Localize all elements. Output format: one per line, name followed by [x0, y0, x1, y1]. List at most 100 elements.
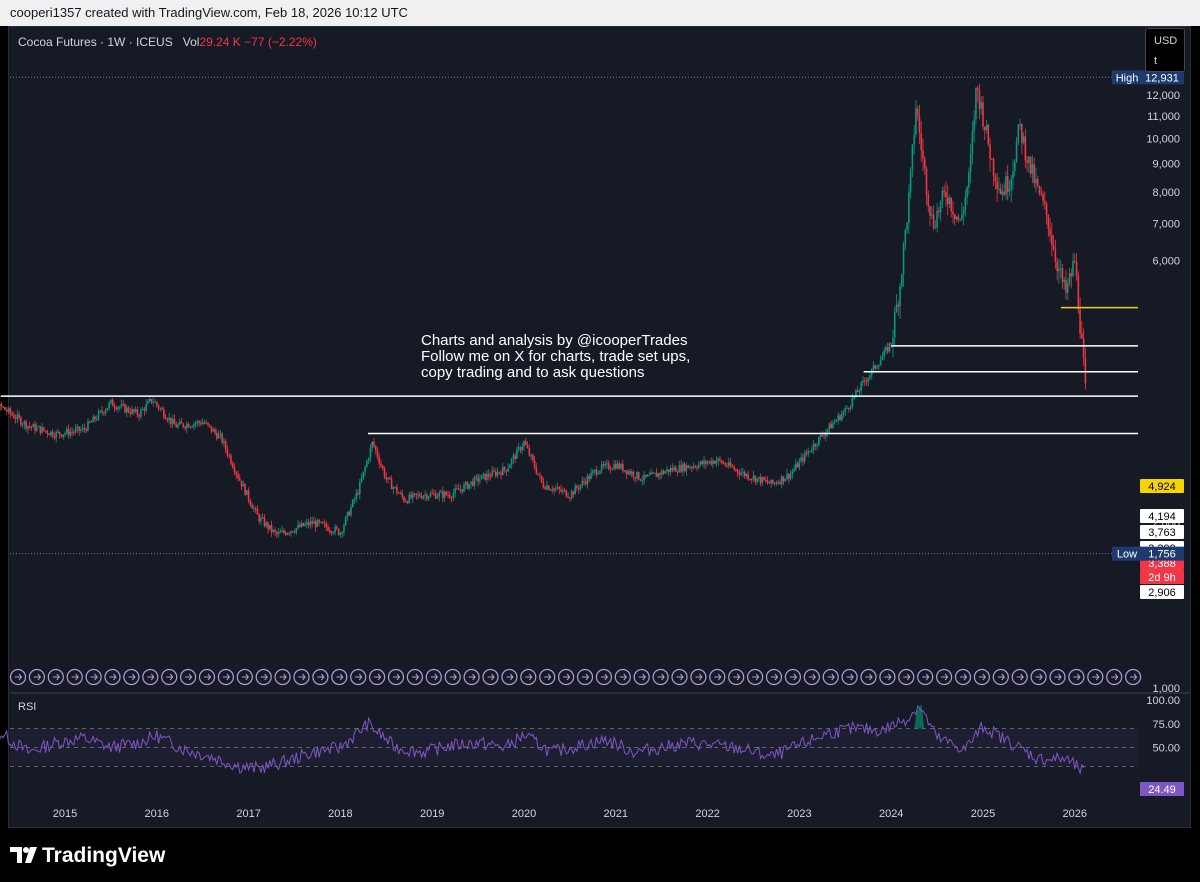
candle-body [62, 434, 65, 437]
candle-body [152, 402, 155, 404]
candle-body [1006, 176, 1009, 192]
candle-body [283, 530, 285, 533]
candle-body [323, 523, 326, 525]
rsi-tick-label: 50.00 [1152, 743, 1180, 755]
symbol-title[interactable]: Cocoa Futures · 1W · ICEUS [18, 35, 173, 49]
candle-body [484, 473, 486, 480]
event-arrow-icon [1130, 673, 1138, 681]
candle-body [627, 470, 629, 475]
candle-body [708, 460, 711, 463]
candle-body [272, 529, 275, 532]
event-marker-icon [690, 668, 707, 686]
candle-body [659, 473, 661, 476]
x-tick-label: 2015 [53, 808, 77, 820]
candle-body [554, 488, 557, 490]
candle-body [846, 407, 848, 409]
candle-body [76, 426, 79, 429]
candle-body [819, 435, 822, 437]
candle-body [883, 350, 885, 357]
candle-body [498, 471, 501, 473]
candle-body [1045, 203, 1048, 215]
candle-body [443, 491, 446, 498]
candle-body [330, 531, 333, 533]
candle-body [37, 426, 40, 428]
candle-body [440, 491, 442, 493]
event-marker-icon [1124, 668, 1142, 686]
event-marker-icon [236, 668, 253, 686]
candle-body [980, 102, 983, 109]
x-tick-label: 2019 [420, 808, 444, 820]
candle-body [509, 464, 511, 468]
candle-body [270, 524, 273, 532]
candle-body [28, 426, 31, 428]
candle-body [544, 487, 546, 490]
candle-body [277, 531, 280, 535]
candle-body [936, 210, 938, 228]
candle-body [143, 408, 146, 411]
candle-body [357, 492, 359, 495]
candle-body [514, 455, 516, 459]
candle-body [973, 119, 975, 132]
candle-body [154, 401, 156, 403]
candle-body [657, 473, 659, 477]
candle-body [1042, 194, 1044, 201]
candle-body [976, 87, 979, 90]
candle-body [597, 473, 599, 475]
candle-body [1010, 178, 1013, 190]
event-marker-icon [935, 668, 953, 686]
candle-body [238, 478, 241, 481]
event-marker-icon [652, 668, 669, 686]
candle-body [27, 426, 29, 429]
candle-body [244, 484, 246, 495]
x-tick-label: 2023 [787, 808, 811, 820]
candle-body [860, 382, 862, 391]
candle-body [426, 494, 428, 499]
currency-unit-selector[interactable]: USD t [1145, 28, 1185, 72]
candle-body [802, 457, 804, 462]
candle-body [862, 380, 864, 383]
event-marker-icon [255, 668, 272, 686]
event-arrow-icon [109, 673, 117, 681]
candle-body [812, 443, 815, 451]
candle-body [65, 428, 68, 434]
candle-body [602, 464, 605, 466]
candle-body [43, 427, 45, 431]
candle-body [879, 360, 882, 366]
candle-body [742, 471, 744, 473]
event-marker-icon [47, 668, 64, 686]
candle-body [64, 433, 66, 435]
candle-body [46, 431, 49, 434]
candle-body [629, 470, 631, 475]
candle-body [433, 493, 435, 495]
candle-body [747, 474, 750, 480]
candle-body [240, 480, 243, 487]
candle-body [0, 403, 3, 407]
candle-body [297, 524, 299, 528]
candle-body [653, 472, 656, 474]
candle-body [1024, 136, 1027, 161]
event-marker-icon [614, 668, 631, 686]
price-candles [0, 83, 1087, 539]
event-marker-icon [406, 668, 423, 686]
candle-body [472, 481, 474, 486]
candle-body [535, 467, 538, 474]
event-marker-icon [369, 668, 386, 686]
candle-body [419, 494, 421, 497]
candle-body [1061, 268, 1064, 282]
candle-body [369, 447, 372, 459]
event-arrow-icon [279, 673, 287, 681]
candle-body [521, 446, 524, 451]
candle-body [385, 477, 388, 480]
candle-body [420, 496, 423, 499]
candle-body [622, 463, 624, 472]
event-marker-icon [312, 668, 329, 686]
candle-body [461, 489, 464, 492]
candle-body [570, 491, 573, 498]
candle-body [773, 482, 776, 484]
candle-body [441, 491, 444, 498]
candle-body [475, 476, 478, 478]
candle-body [687, 465, 689, 469]
candle-body [118, 406, 121, 408]
candle-body [809, 451, 811, 453]
